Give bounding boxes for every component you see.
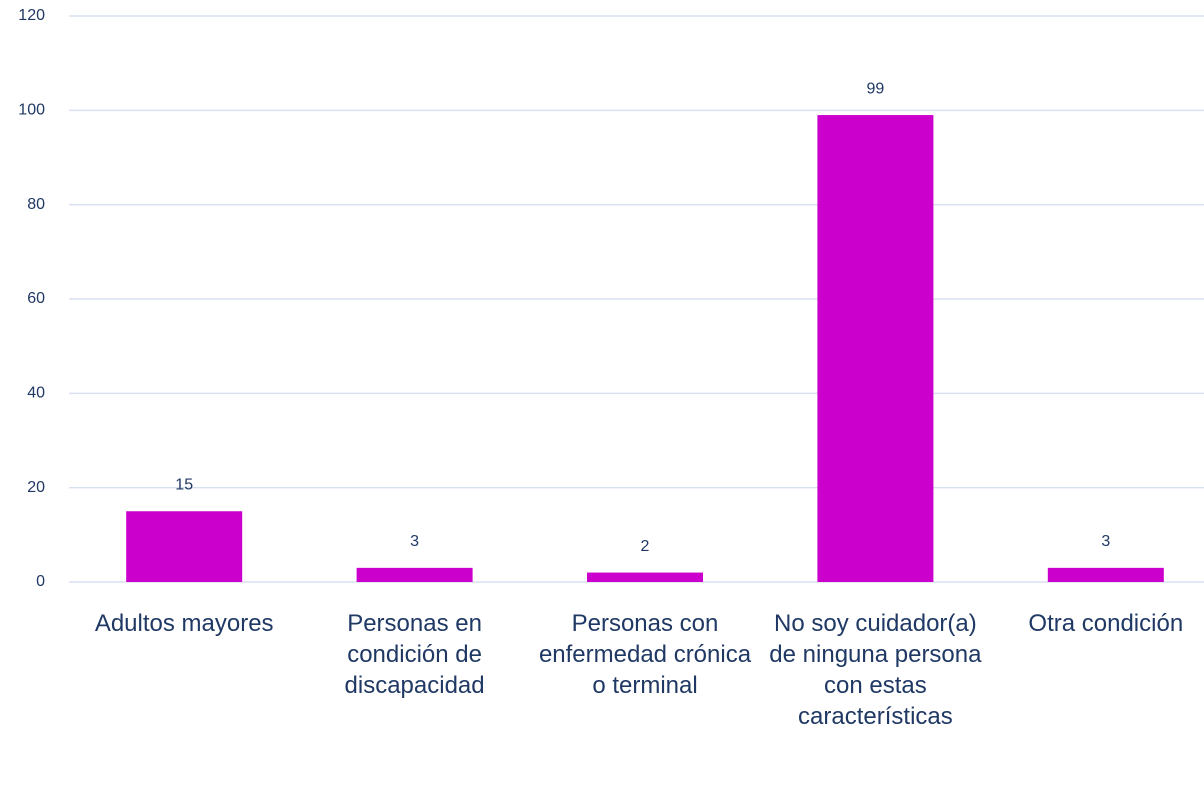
y-tick-label: 40 xyxy=(27,385,45,402)
x-tick-label: No soy cuidador(a) de ninguna persona co… xyxy=(769,610,982,730)
bar xyxy=(126,511,243,582)
data-label: 15 xyxy=(175,476,193,493)
data-label: 99 xyxy=(867,80,885,97)
data-label: 3 xyxy=(1101,533,1110,550)
y-tick-label: 60 xyxy=(27,290,45,307)
data-label: 2 xyxy=(641,538,650,555)
bar xyxy=(356,567,473,582)
x-tick-label: Personas con enfermedad crónica o termin… xyxy=(538,610,752,699)
x-tick-label: Personas en condición de discapacidad xyxy=(344,610,485,699)
y-tick-label: 0 xyxy=(36,573,45,590)
bar xyxy=(817,115,934,583)
bar xyxy=(587,572,703,582)
x-tick-label: Adultos mayores xyxy=(94,610,274,637)
y-tick-label: 80 xyxy=(27,196,45,213)
bar xyxy=(1047,567,1164,582)
y-tick-label: 20 xyxy=(27,479,45,496)
x-tick-label: Otra condición xyxy=(1028,610,1184,637)
y-tick-label: 120 xyxy=(18,7,45,24)
y-tick-label: 100 xyxy=(18,102,45,119)
data-label: 3 xyxy=(410,533,419,550)
